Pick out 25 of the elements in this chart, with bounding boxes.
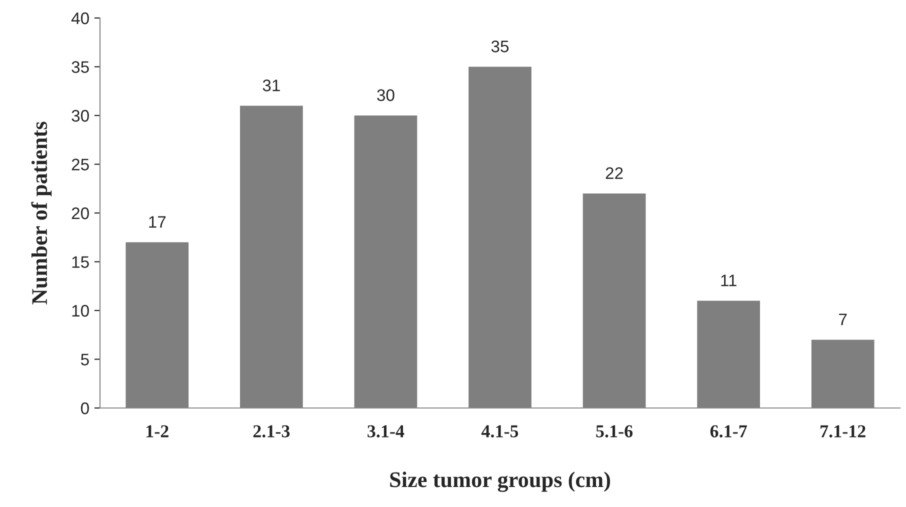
y-tick-label: 0 — [80, 402, 89, 414]
x-tick-label: 2.1-3 — [253, 425, 290, 438]
y-tick-label: 5 — [80, 354, 89, 366]
data-label: 31 — [262, 80, 280, 92]
x-tick-label: 1-2 — [146, 425, 168, 438]
data-label: 7 — [839, 314, 847, 326]
x-tick-label: 7.1-12 — [820, 425, 866, 438]
x-tick-label: 4.1-5 — [481, 425, 518, 438]
data-label: 35 — [491, 40, 509, 52]
y-axis-title: Number of patients — [31, 122, 52, 304]
y-tick-label: 10 — [72, 304, 89, 317]
data-label: 11 — [721, 274, 736, 286]
x-axis-title: Size tumor groups (cm) — [390, 472, 610, 492]
y-tick-label: 30 — [72, 110, 89, 122]
y-tick-label: 40 — [71, 12, 89, 24]
y-tick-label: 25 — [72, 158, 89, 170]
data-label: 30 — [377, 89, 394, 102]
x-tick-label: 6.1-7 — [710, 425, 747, 438]
data-label: 17 — [149, 216, 166, 228]
data-label: 22 — [606, 167, 623, 179]
y-tick-label: 35 — [72, 61, 89, 73]
y-tick-label: 15 — [72, 256, 89, 268]
x-tick-label: 3.1-4 — [368, 425, 404, 438]
y-tick-label: 20 — [72, 207, 89, 220]
x-tick-label: 5.1-6 — [596, 425, 633, 438]
